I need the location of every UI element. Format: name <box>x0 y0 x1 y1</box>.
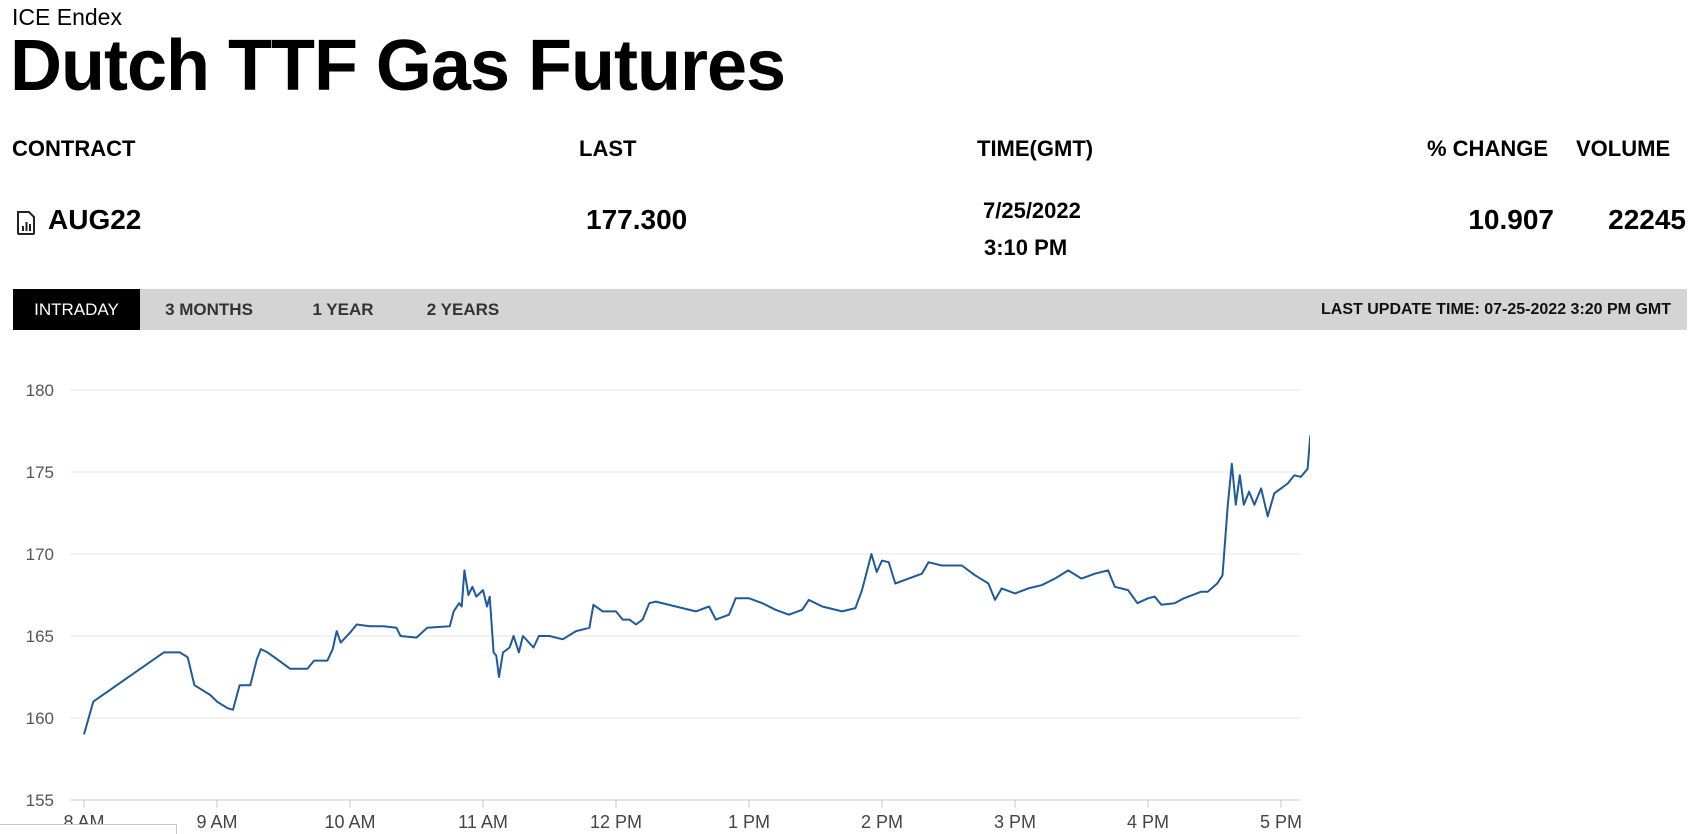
column-header-last: LAST <box>579 136 637 161</box>
column-header-contract: CONTRACT <box>12 136 136 161</box>
x-tick-label: 2 PM <box>861 812 903 830</box>
x-tick-label: 11 AM <box>458 812 508 830</box>
x-tick-label: 3 PM <box>994 812 1036 830</box>
x-tick-label: 12 PM <box>590 812 642 830</box>
tab-intraday[interactable]: INTRADAY <box>13 289 140 330</box>
column-header-pct-change: % CHANGE <box>1427 136 1549 161</box>
y-tick-label: 180 <box>26 381 54 400</box>
x-axis-ticks: 8 AM 9 AM 10 AM 11 AM 12 PM 1 PM 2 PM 3 PM 4 PM 5… <box>63 800 1302 830</box>
chart-gridlines <box>70 389 1300 801</box>
trade-time: 3:10 PM <box>984 235 1068 260</box>
tab-2-years[interactable]: 2 YEARS <box>426 300 500 319</box>
tab-3-months[interactable]: 3 MONTHS <box>165 300 253 319</box>
tab-1-year[interactable]: 1 YEAR <box>312 300 374 319</box>
x-tick-label: 10 AM <box>324 812 375 830</box>
volume-value: 22245 <box>1608 204 1686 235</box>
x-tick-label: 5 PM <box>1260 812 1302 830</box>
exchange-label: ICE Endex <box>12 4 122 30</box>
last-value: 177.300 <box>586 204 688 235</box>
y-tick-label: 170 <box>26 545 54 564</box>
y-tick-label: 175 <box>26 463 54 482</box>
column-header-time: TIME(GMT) <box>977 136 1094 161</box>
range-tab-bar: INTRADAY 3 MONTHS 1 YEAR 2 YEARS LAST UP… <box>13 289 1687 330</box>
y-tick-label: 165 <box>26 627 54 646</box>
y-axis-ticks: 155 160 165 170 175 180 <box>26 381 54 810</box>
column-header-volume: VOLUME <box>1576 136 1671 161</box>
pct-change-value: 10.907 <box>1468 204 1554 235</box>
document-chart-icon[interactable] <box>16 211 36 235</box>
series-line <box>83 434 1310 735</box>
x-tick-label: 4 PM <box>1127 812 1169 830</box>
price-series <box>83 434 1310 735</box>
x-tick-label: 1 PM <box>728 812 770 830</box>
y-tick-label: 155 <box>26 791 54 810</box>
trade-date: 7/25/2022 <box>983 198 1081 223</box>
last-update-time: LAST UPDATE TIME: 07-25-2022 3:20 PM GMT <box>1321 301 1671 318</box>
page-title: Dutch TTF Gas Futures <box>10 26 786 106</box>
footer-stub <box>0 824 177 834</box>
contract-value[interactable]: AUG22 <box>48 204 142 235</box>
x-tick-label: 9 AM <box>196 812 237 830</box>
y-tick-label: 160 <box>26 709 54 728</box>
